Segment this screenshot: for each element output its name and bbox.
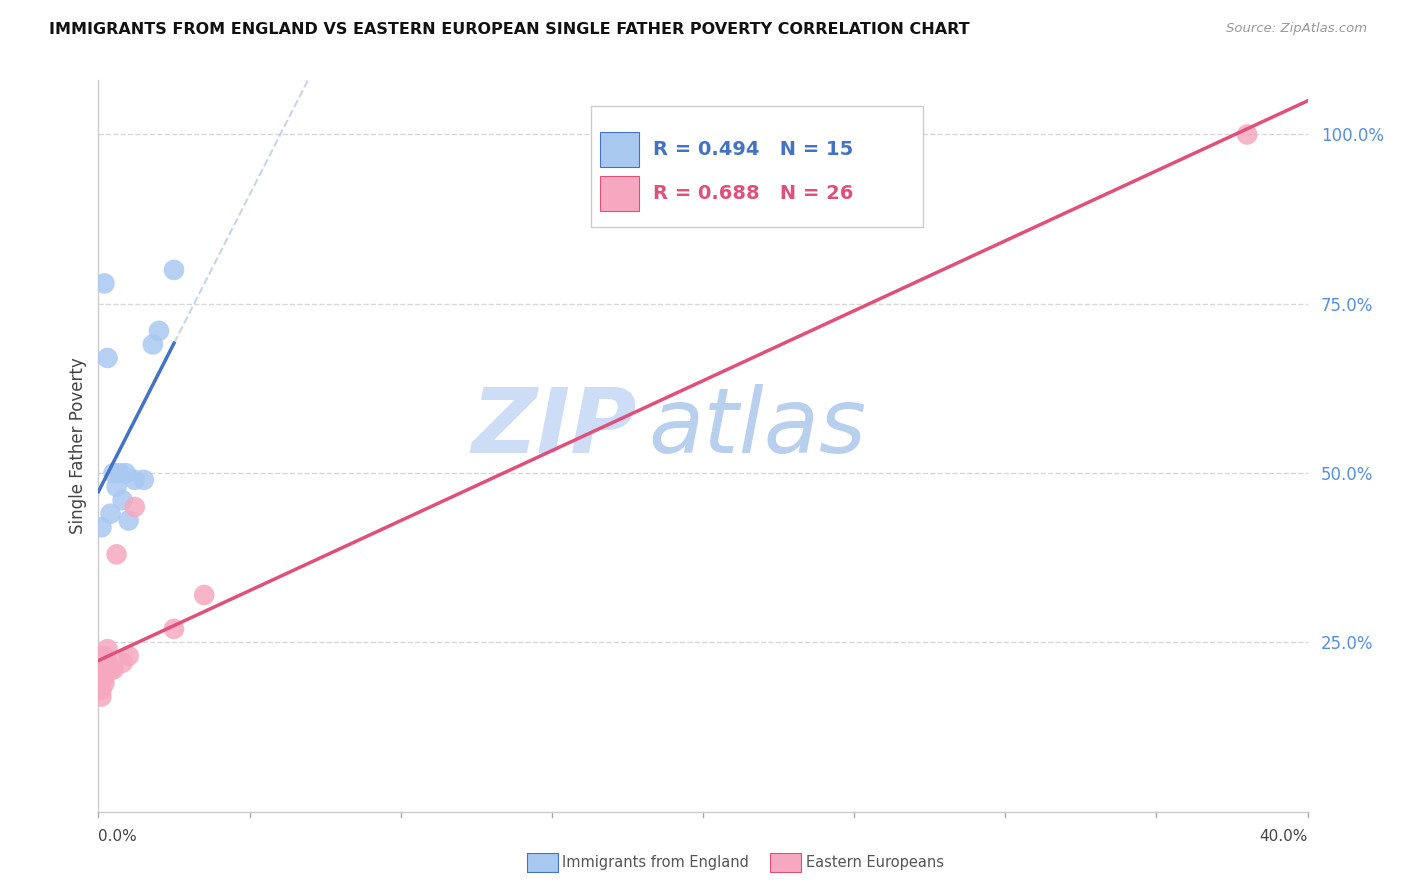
Point [93, 648, 115, 663]
Point [90, 663, 112, 677]
Text: 0.0%: 0.0% [98, 829, 138, 844]
Point [114, 466, 136, 480]
Point [118, 514, 141, 528]
Point [90, 656, 112, 670]
Point [93, 663, 115, 677]
Point [90, 682, 112, 697]
Point [90, 669, 112, 683]
Bar [600, 176, 638, 211]
Point [96, 642, 118, 657]
Point [193, 588, 215, 602]
Point [111, 656, 134, 670]
Bar [600, 132, 638, 168]
Point [124, 500, 146, 514]
Y-axis label: Single Father Poverty: Single Father Poverty [69, 358, 87, 534]
Point [142, 337, 165, 351]
Point [90, 690, 112, 704]
Text: atlas: atlas [648, 384, 866, 472]
Point [148, 324, 170, 338]
Point [105, 480, 128, 494]
Point [100, 663, 122, 677]
Point [103, 663, 125, 677]
Point [93, 669, 115, 683]
Point [105, 547, 128, 561]
Text: 40.0%: 40.0% [1260, 829, 1308, 844]
Point [93, 277, 115, 291]
Text: R = 0.688   N = 26: R = 0.688 N = 26 [654, 184, 853, 203]
Point [132, 473, 155, 487]
Point [1236, 128, 1258, 142]
Text: Source: ZipAtlas.com: Source: ZipAtlas.com [1226, 22, 1367, 36]
Text: ZIP: ZIP [471, 384, 637, 472]
Text: IMMIGRANTS FROM ENGLAND VS EASTERN EUROPEAN SINGLE FATHER POVERTY CORRELATION CH: IMMIGRANTS FROM ENGLAND VS EASTERN EUROP… [49, 22, 970, 37]
Text: Immigrants from England: Immigrants from England [562, 855, 749, 870]
Point [93, 656, 115, 670]
Point [90, 676, 112, 690]
Point [100, 507, 122, 521]
Point [90, 520, 112, 534]
Point [118, 648, 141, 663]
Text: R = 0.494   N = 15: R = 0.494 N = 15 [654, 140, 853, 160]
Point [124, 473, 146, 487]
FancyBboxPatch shape [591, 106, 924, 227]
Point [90, 648, 112, 663]
Point [103, 466, 125, 480]
Point [93, 656, 115, 670]
Point [108, 466, 131, 480]
Point [163, 622, 186, 636]
Point [90, 656, 112, 670]
Point [90, 656, 112, 670]
Text: Eastern Europeans: Eastern Europeans [806, 855, 943, 870]
Point [96, 351, 118, 365]
Point [96, 656, 118, 670]
Point [111, 493, 134, 508]
Point [93, 676, 115, 690]
Point [163, 263, 186, 277]
